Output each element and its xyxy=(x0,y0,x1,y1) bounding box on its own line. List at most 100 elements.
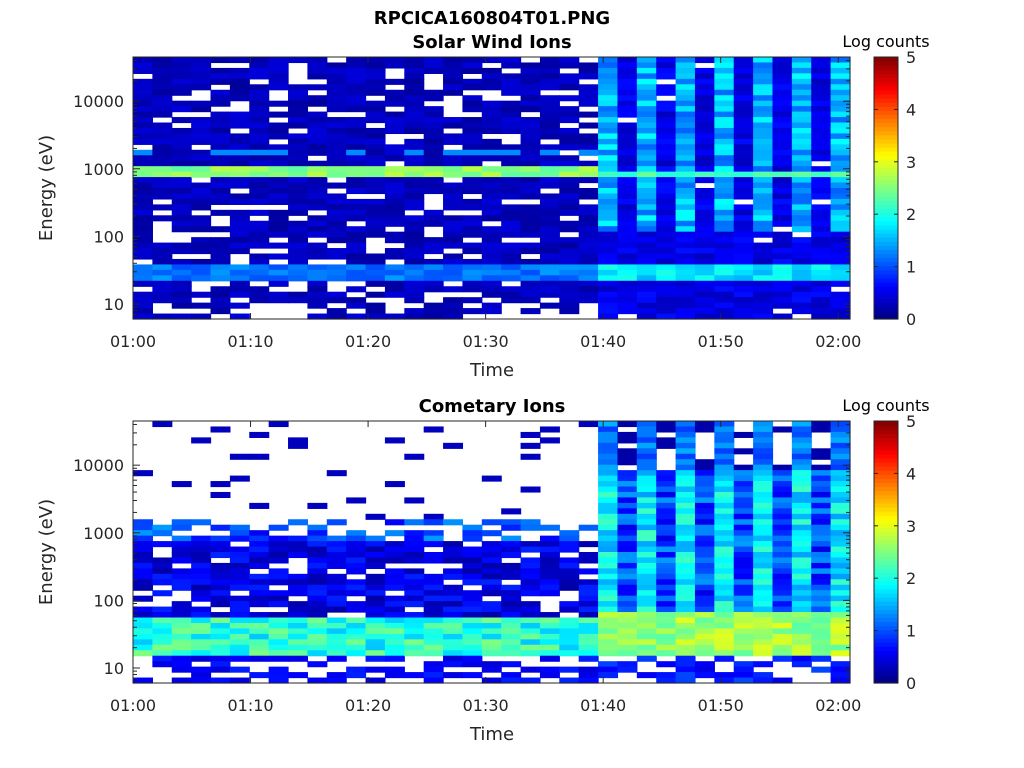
heatmap-cell xyxy=(656,67,677,74)
heatmap-cell xyxy=(520,639,541,646)
heatmap-cell xyxy=(675,144,696,151)
heatmap-cell xyxy=(733,231,754,238)
heatmap-cell xyxy=(656,470,677,477)
heatmap-cell xyxy=(268,84,289,91)
heatmap-cell xyxy=(229,475,250,482)
heatmap-cell xyxy=(520,138,541,145)
heatmap-cell xyxy=(578,100,599,107)
x-tick-label: 01:10 xyxy=(227,332,273,351)
heatmap-cell xyxy=(714,204,735,211)
heatmap-cell xyxy=(384,231,405,238)
heatmap-cell xyxy=(191,573,212,580)
heatmap-cell xyxy=(229,622,250,630)
heatmap-cell xyxy=(656,182,677,189)
heatmap-cell xyxy=(791,426,812,433)
heatmap-cell xyxy=(636,612,657,619)
heatmap-cell xyxy=(675,601,696,608)
heatmap-cell xyxy=(636,204,657,211)
heatmap-cell xyxy=(384,166,405,173)
heatmap-cell xyxy=(578,606,599,613)
heatmap-cell xyxy=(501,606,522,613)
heatmap-cell xyxy=(830,280,851,287)
colorbar-step xyxy=(874,535,898,541)
heatmap-cell xyxy=(656,481,677,488)
heatmap-cell xyxy=(714,595,735,602)
heatmap-cell xyxy=(733,644,754,651)
heatmap-cell xyxy=(675,584,696,591)
heatmap-cell xyxy=(443,204,464,211)
heatmap-cell xyxy=(520,166,541,173)
heatmap-cell xyxy=(404,297,425,304)
heatmap-cell xyxy=(539,617,560,624)
heatmap-cell xyxy=(229,291,250,298)
heatmap-cell xyxy=(307,133,328,140)
heatmap-cell xyxy=(229,584,250,591)
heatmap-cell xyxy=(694,106,715,113)
heatmap-cell xyxy=(346,57,367,64)
heatmap-cell xyxy=(191,226,212,233)
heatmap-cell xyxy=(171,160,192,167)
heatmap-cell xyxy=(636,215,657,222)
heatmap-cell xyxy=(598,661,619,668)
heatmap-cell xyxy=(617,568,638,575)
heatmap-cell xyxy=(811,253,832,260)
heatmap-cell xyxy=(811,182,832,189)
heatmap-cell xyxy=(384,617,405,624)
heatmap-cell xyxy=(656,546,677,553)
heatmap-cell xyxy=(229,182,250,189)
x-tick-label: 01:20 xyxy=(345,332,391,351)
heatmap-cell xyxy=(365,84,386,91)
heatmap-cell xyxy=(210,546,231,553)
heatmap-cell xyxy=(539,117,560,124)
heatmap-cell xyxy=(501,226,522,233)
heatmap-cell xyxy=(307,253,328,260)
heatmap-cell xyxy=(171,579,192,586)
heatmap-cell xyxy=(539,291,560,298)
heatmap-cell xyxy=(268,557,289,564)
heatmap-cell xyxy=(656,204,677,211)
colorbar-step xyxy=(874,613,898,619)
heatmap-cell xyxy=(462,177,483,184)
heatmap-cell xyxy=(714,617,735,624)
heatmap-cell xyxy=(268,215,289,222)
heatmap-cell xyxy=(675,133,696,140)
heatmap-cell xyxy=(268,644,289,651)
heatmap-cell xyxy=(210,149,231,156)
heatmap-cell xyxy=(791,612,812,619)
heatmap-cell xyxy=(210,100,231,107)
heatmap-cell xyxy=(578,644,599,651)
heatmap-cell xyxy=(443,275,464,282)
heatmap-cell xyxy=(501,127,522,135)
heatmap-cell xyxy=(675,269,696,276)
heatmap-cell xyxy=(288,601,309,608)
heatmap-cell xyxy=(617,100,638,107)
colorbar-step xyxy=(874,658,898,664)
heatmap-cell xyxy=(210,650,231,657)
heatmap-cell xyxy=(578,617,599,624)
heatmap-cell xyxy=(365,655,386,662)
heatmap-cell xyxy=(520,122,541,129)
heatmap-cell xyxy=(675,313,696,320)
heatmap-cell xyxy=(830,568,851,575)
heatmap-cell xyxy=(636,242,657,249)
heatmap-cell xyxy=(152,215,173,222)
heatmap-cell xyxy=(191,612,212,619)
heatmap-cell xyxy=(365,226,386,233)
heatmap-cell xyxy=(520,100,541,107)
heatmap-cell xyxy=(636,138,657,145)
heatmap-cell xyxy=(423,280,444,287)
heatmap-cell xyxy=(229,530,250,537)
heatmap-cell xyxy=(443,655,464,662)
heatmap-cell xyxy=(559,242,580,249)
heatmap-cell xyxy=(811,590,832,597)
colorbar-step xyxy=(874,73,898,79)
colorbar-frame xyxy=(873,420,899,684)
heatmap-cell xyxy=(481,73,502,80)
heatmap-cell xyxy=(636,133,657,140)
heatmap-cell xyxy=(811,502,832,509)
heatmap-cell xyxy=(229,138,250,145)
heatmap-cell xyxy=(152,313,173,320)
heatmap-cell xyxy=(229,95,250,102)
heatmap-cell xyxy=(384,557,405,564)
heatmap-cell xyxy=(733,215,754,222)
